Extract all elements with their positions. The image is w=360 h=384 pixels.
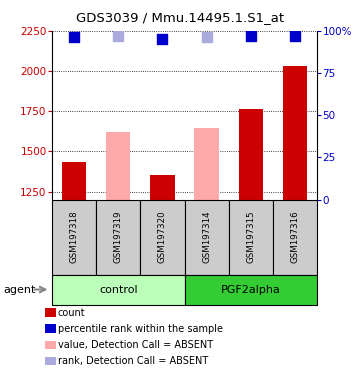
- Text: count: count: [58, 308, 85, 318]
- Point: [204, 35, 210, 41]
- Bar: [185, 200, 229, 275]
- Point: [71, 35, 77, 41]
- Text: GSM197318: GSM197318: [70, 211, 79, 263]
- Text: PGF2alpha: PGF2alpha: [221, 285, 280, 295]
- Bar: [52, 275, 185, 305]
- Point: [159, 36, 165, 42]
- Point: [116, 33, 121, 39]
- Text: agent: agent: [4, 285, 36, 295]
- Point: [292, 33, 298, 39]
- Bar: [273, 200, 317, 275]
- Bar: [185, 275, 317, 305]
- Bar: [283, 66, 307, 200]
- Bar: [150, 175, 175, 200]
- Bar: [140, 200, 185, 275]
- Text: control: control: [99, 285, 138, 295]
- Bar: [106, 132, 130, 200]
- Bar: [96, 200, 140, 275]
- Text: GSM197314: GSM197314: [202, 211, 211, 263]
- Text: value, Detection Call = ABSENT: value, Detection Call = ABSENT: [58, 340, 213, 350]
- Text: GSM197316: GSM197316: [290, 211, 299, 263]
- Text: GSM197315: GSM197315: [246, 211, 255, 263]
- Text: GDS3039 / Mmu.14495.1.S1_at: GDS3039 / Mmu.14495.1.S1_at: [76, 11, 284, 24]
- Bar: [62, 162, 86, 200]
- Bar: [194, 128, 219, 200]
- Bar: [52, 200, 96, 275]
- Text: GSM197319: GSM197319: [114, 211, 123, 263]
- Point: [248, 33, 253, 39]
- Bar: [229, 200, 273, 275]
- Text: rank, Detection Call = ABSENT: rank, Detection Call = ABSENT: [58, 356, 208, 366]
- Text: percentile rank within the sample: percentile rank within the sample: [58, 324, 222, 334]
- Text: GSM197320: GSM197320: [158, 211, 167, 263]
- Bar: [239, 109, 263, 200]
